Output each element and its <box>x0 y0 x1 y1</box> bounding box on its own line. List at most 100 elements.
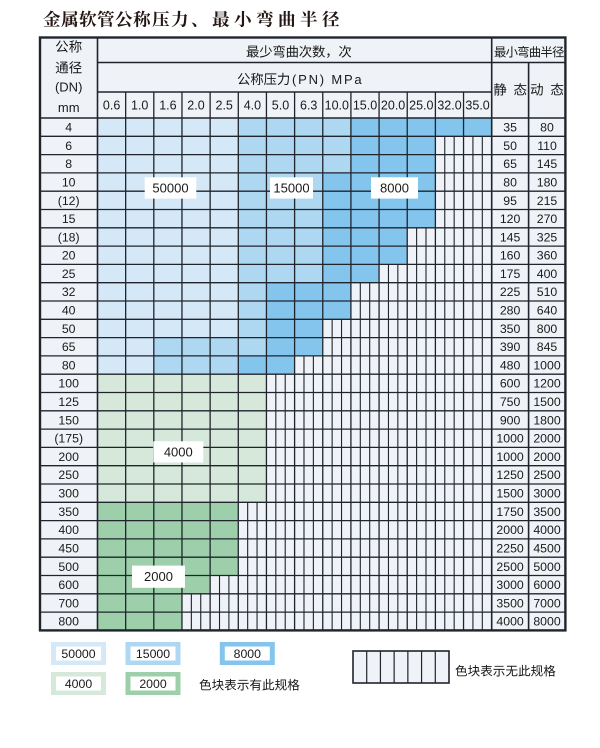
svg-text:3500: 3500 <box>496 596 524 610</box>
svg-text:1800: 1800 <box>533 413 561 427</box>
svg-text:500: 500 <box>58 560 79 574</box>
svg-text:3000: 3000 <box>496 578 524 592</box>
svg-text:1.0: 1.0 <box>131 99 148 113</box>
svg-text:360: 360 <box>537 249 558 263</box>
svg-text:2000: 2000 <box>496 523 524 537</box>
svg-text:2000: 2000 <box>533 450 561 464</box>
svg-text:2000: 2000 <box>144 569 173 584</box>
svg-text:(175): (175) <box>54 432 83 446</box>
svg-text:5000: 5000 <box>533 560 561 574</box>
svg-text:350: 350 <box>58 505 79 519</box>
svg-text:350: 350 <box>500 322 521 336</box>
svg-text:1500: 1500 <box>496 487 524 501</box>
svg-text:600: 600 <box>58 578 79 592</box>
svg-text:3500: 3500 <box>533 505 561 519</box>
svg-text:0.6: 0.6 <box>103 99 120 113</box>
svg-text:25.0: 25.0 <box>409 99 433 113</box>
svg-text:8000: 8000 <box>234 647 262 661</box>
svg-text:95: 95 <box>503 194 517 208</box>
svg-text:640: 640 <box>537 304 558 318</box>
svg-text:80: 80 <box>503 176 517 190</box>
svg-text:1200: 1200 <box>533 377 561 391</box>
svg-text:4000: 4000 <box>533 523 561 537</box>
svg-text:4000: 4000 <box>164 444 193 459</box>
svg-text:1750: 1750 <box>496 505 524 519</box>
svg-text:100: 100 <box>58 377 79 391</box>
svg-text:145: 145 <box>500 230 521 244</box>
svg-text:10.0: 10.0 <box>325 99 349 113</box>
svg-text:50: 50 <box>503 139 517 153</box>
svg-text:750: 750 <box>500 395 521 409</box>
svg-text:280: 280 <box>500 304 521 318</box>
svg-text:2500: 2500 <box>496 560 524 574</box>
svg-text:8000: 8000 <box>533 615 561 629</box>
svg-text:32: 32 <box>62 285 76 299</box>
svg-text:2000: 2000 <box>139 677 167 691</box>
svg-text:25: 25 <box>62 267 76 281</box>
svg-text:15000: 15000 <box>136 647 170 661</box>
svg-text:50000: 50000 <box>152 181 188 196</box>
svg-text:2500: 2500 <box>533 468 561 482</box>
svg-text:2000: 2000 <box>533 432 561 446</box>
svg-text:160: 160 <box>500 249 521 263</box>
svg-text:20.0: 20.0 <box>381 99 405 113</box>
svg-text:6.3: 6.3 <box>300 99 317 113</box>
svg-text:4500: 4500 <box>533 542 561 556</box>
svg-text:65: 65 <box>62 340 76 354</box>
svg-text:4000: 4000 <box>496 615 524 629</box>
svg-text:390: 390 <box>500 340 521 354</box>
svg-text:8: 8 <box>65 157 72 171</box>
svg-text:125: 125 <box>58 395 79 409</box>
svg-text:510: 510 <box>537 285 558 299</box>
svg-text:15: 15 <box>62 212 76 226</box>
svg-text:250: 250 <box>58 468 79 482</box>
svg-text:200: 200 <box>58 450 79 464</box>
svg-text:8000: 8000 <box>380 181 409 196</box>
svg-text:1500: 1500 <box>533 395 561 409</box>
svg-text:600: 600 <box>500 377 521 391</box>
svg-text:1000: 1000 <box>496 450 524 464</box>
svg-text:2.5: 2.5 <box>216 99 233 113</box>
svg-text:7000: 7000 <box>533 596 561 610</box>
svg-text:1000: 1000 <box>533 358 561 372</box>
svg-text:400: 400 <box>58 523 79 537</box>
svg-text:1.6: 1.6 <box>159 99 176 113</box>
svg-text:20: 20 <box>62 249 76 263</box>
svg-text:175: 175 <box>500 267 521 281</box>
svg-text:270: 270 <box>537 212 558 226</box>
svg-text:845: 845 <box>537 340 558 354</box>
svg-text:180: 180 <box>537 176 558 190</box>
svg-text:1000: 1000 <box>496 432 524 446</box>
svg-text:480: 480 <box>500 358 521 372</box>
svg-text:40: 40 <box>62 304 76 318</box>
svg-text:4.0: 4.0 <box>244 99 261 113</box>
svg-text:6000: 6000 <box>533 578 561 592</box>
svg-text:2250: 2250 <box>496 542 524 556</box>
svg-text:800: 800 <box>58 615 79 629</box>
svg-text:6: 6 <box>65 139 72 153</box>
svg-text:80: 80 <box>540 121 554 135</box>
svg-text:215: 215 <box>537 194 558 208</box>
svg-text:50000: 50000 <box>61 647 95 661</box>
svg-text:65: 65 <box>503 157 517 171</box>
svg-text:450: 450 <box>58 542 79 556</box>
svg-text:1250: 1250 <box>496 468 524 482</box>
svg-text:35: 35 <box>503 121 517 135</box>
svg-text:(PN) MPa: (PN) MPa <box>292 72 363 87</box>
svg-text:35.0: 35.0 <box>465 99 489 113</box>
svg-text:5.0: 5.0 <box>272 99 289 113</box>
svg-text:800: 800 <box>537 322 558 336</box>
svg-text:50: 50 <box>62 322 76 336</box>
svg-text:150: 150 <box>58 413 79 427</box>
svg-text:15.0: 15.0 <box>353 99 377 113</box>
svg-text:(12): (12) <box>58 194 80 208</box>
svg-text:32.0: 32.0 <box>437 99 461 113</box>
svg-text:10: 10 <box>62 176 76 190</box>
svg-text:mm: mm <box>58 100 80 115</box>
svg-text:110: 110 <box>537 139 557 153</box>
svg-text:15000: 15000 <box>273 181 309 196</box>
svg-text:3000: 3000 <box>533 487 561 501</box>
svg-text:400: 400 <box>537 267 558 281</box>
svg-text:900: 900 <box>500 413 521 427</box>
svg-text:4: 4 <box>65 121 72 135</box>
